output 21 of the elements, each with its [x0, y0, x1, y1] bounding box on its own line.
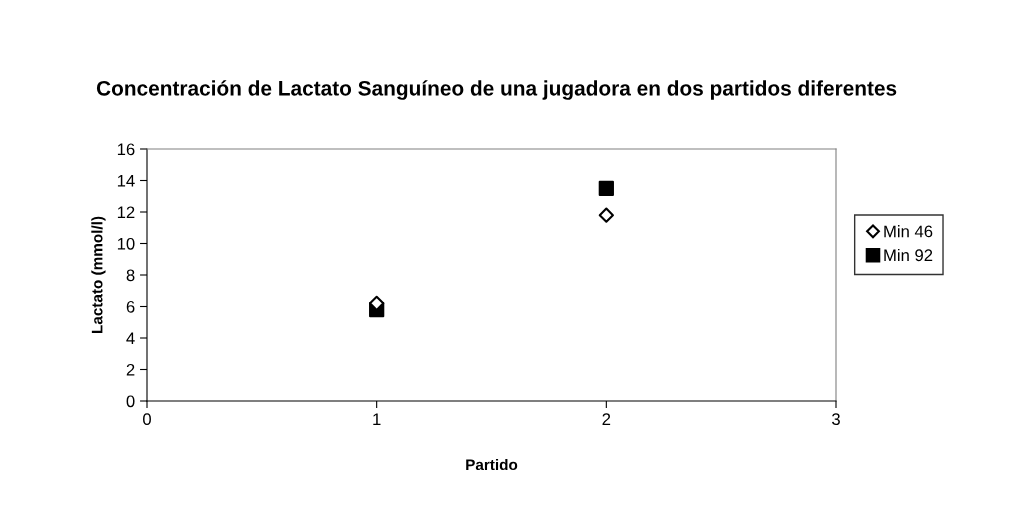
y-tick-label: 2	[126, 363, 135, 376]
y-tick-label: 12	[117, 206, 135, 219]
point	[598, 180, 614, 196]
y-tick-label: 0	[126, 395, 135, 408]
y-tick-label: 14	[117, 175, 135, 187]
x-axis-title: Partido	[466, 458, 518, 471]
point	[598, 207, 614, 223]
legend-label: Min 46	[884, 225, 933, 238]
y-tick-label: 10	[117, 237, 135, 250]
x-tick-label: 3	[832, 413, 840, 426]
legend-label: Min 92	[884, 248, 933, 262]
x-tick-label: 1	[373, 413, 381, 425]
y-tick-label: 6	[126, 300, 135, 313]
y-axis-title: Lactato (mmol/l)	[91, 216, 106, 333]
y-tick-label: 4	[126, 332, 135, 345]
point	[369, 295, 385, 311]
chart-title: Concentración de Lactato Sanguíneo de una jugadora en dos partidos diferentes	[96, 80, 897, 100]
x-tick-label: 2	[602, 413, 611, 425]
y-tick-label: 16	[117, 143, 135, 156]
y-tick-label: 8	[126, 269, 135, 282]
x-tick-label: 0	[143, 413, 151, 426]
